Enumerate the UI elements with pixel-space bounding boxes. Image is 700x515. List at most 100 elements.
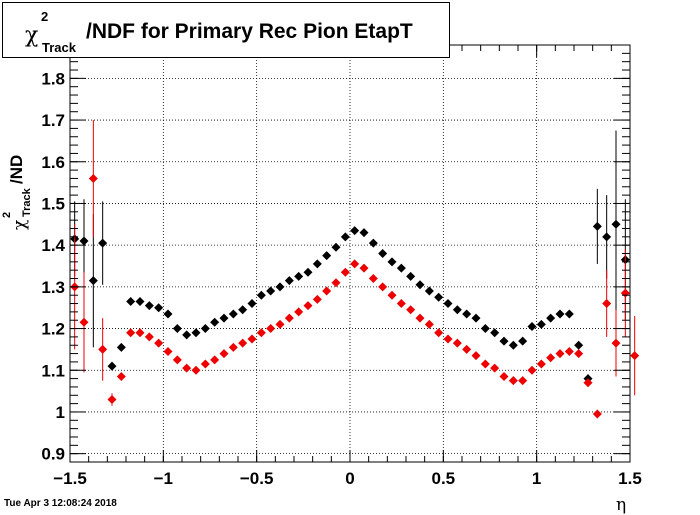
data-point [154,338,164,348]
data-point [574,340,584,350]
data-point [368,238,378,248]
data-point [247,299,257,309]
x-tick-label: 1.5 [618,469,642,488]
data-point [546,313,556,323]
y-tick-label: 1.4 [41,236,65,255]
data-point [238,338,248,348]
x-tick-label: 0.5 [432,469,456,488]
y-tick-label: 1.3 [41,278,65,297]
data-point [284,313,294,323]
x-axis-label: η [616,495,627,515]
y-tick-label: 1.2 [41,320,65,339]
y-tick-label: 1.7 [41,111,65,130]
series-1 [70,120,640,419]
data-point [275,282,285,292]
data-point [452,305,462,315]
data-point [518,336,528,346]
timestamp: Tue Apr 3 12:08:24 2018 [4,498,117,509]
data-point [462,309,472,319]
data-point [284,276,294,286]
data-point [602,232,612,242]
data-point [555,309,565,319]
data-point [200,324,210,334]
data-point [378,249,388,258]
data-point [247,334,257,344]
data-point [340,232,350,242]
data-series-group [70,120,640,419]
data-point [611,338,621,348]
data-point [200,359,210,369]
data-point [387,257,397,267]
y-tick-label: 1.8 [41,69,65,88]
data-point [471,313,481,323]
data-point [406,271,416,281]
data-point [126,296,136,306]
data-point [490,328,500,338]
data-point [219,349,229,359]
data-point [527,321,537,331]
data-point [98,344,108,354]
data-point [312,294,322,304]
data-point [350,226,360,236]
data-point [303,267,313,277]
data-point [172,355,182,365]
data-point [191,365,201,375]
data-point [564,346,574,356]
y-tick-label: 0.9 [41,445,65,464]
data-point [443,299,453,309]
data-point [163,346,173,356]
title-superscript: 2 [41,9,49,24]
data-point [219,313,229,323]
data-point [135,328,145,338]
x-tick-label: −1.5 [53,469,87,488]
data-point [508,376,518,386]
data-point [406,305,416,315]
data-point [555,349,565,359]
title-box: χ 2 Track /NDF for Primary Rec Pion Etap… [2,2,450,58]
data-point [592,221,602,231]
data-point [452,338,462,348]
x-tick-label: 0 [345,469,354,488]
data-point [471,351,481,361]
data-point [98,238,108,248]
data-point [107,361,117,371]
title-symbol: χ [25,23,39,48]
data-point [275,319,285,329]
data-point [592,409,602,419]
data-point [116,372,126,382]
data-point [536,319,546,329]
data-point [462,344,472,354]
data-point [256,290,266,300]
data-point [172,324,182,334]
data-point [266,286,276,296]
data-point [312,259,322,269]
data-point [210,317,220,327]
data-point [620,288,630,298]
ylabel-symbol: χ [10,219,30,230]
data-point [480,359,490,369]
data-point [182,363,192,373]
data-point [228,309,238,319]
data-point [210,355,220,365]
ylabel-superscript: 2 [1,211,13,218]
data-point [322,251,332,261]
data-point [424,286,434,296]
data-point [396,263,406,273]
data-point [518,376,528,386]
grid [70,45,630,462]
data-point [546,353,556,363]
data-point [508,340,518,350]
data-point [490,363,500,373]
data-point [135,296,145,306]
data-point [350,259,360,269]
data-point [88,173,98,183]
data-point [536,359,546,369]
data-point [191,328,201,338]
data-point [79,317,89,327]
data-point [256,328,266,338]
title-text: /NDF for Primary Rec Pion EtapT [86,20,413,43]
data-point [424,319,434,329]
data-point [331,242,341,252]
data-point [499,336,509,346]
